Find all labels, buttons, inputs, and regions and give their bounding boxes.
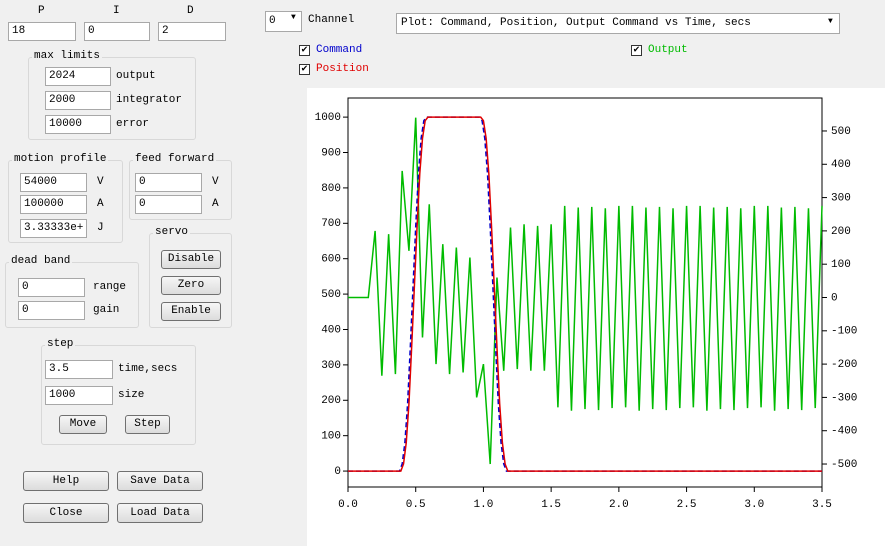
dropdown-arrow: ▼: [828, 17, 833, 26]
legend-checkbox[interactable]: ✔: [631, 45, 642, 56]
y-tick-label: 500: [321, 289, 341, 301]
y2-tick-label: 400: [831, 159, 851, 171]
button[interactable]: Enable: [161, 302, 221, 321]
y2-tick-label: 500: [831, 126, 851, 138]
field-label: J: [97, 222, 104, 234]
text-input[interactable]: 3.33333e+: [20, 219, 87, 238]
legend-label[interactable]: Position: [316, 63, 369, 75]
group-title: feed forward: [133, 153, 216, 165]
y-tick-label: 700: [321, 218, 341, 230]
group-title: motion profile: [12, 153, 108, 165]
y2-tick-label: 300: [831, 192, 851, 204]
x-tick-label: 2.0: [609, 499, 629, 511]
y2-tick-label: -300: [831, 392, 857, 404]
field-label: gain: [93, 304, 119, 316]
chart: 0.0 0.5 1.0 1.5 2.0 2.5 3.0 3.5 0 100 200 300 400 500…: [307, 88, 885, 546]
field-label: integrator: [116, 94, 182, 106]
field-label: error: [116, 118, 149, 130]
pid-label: D: [187, 5, 194, 17]
text-input[interactable]: 0: [18, 301, 85, 320]
plot-select[interactable]: Plot: Command, Position, Output Command …: [396, 13, 840, 34]
text-input[interactable]: 0: [135, 195, 202, 214]
button[interactable]: Load Data: [117, 503, 203, 523]
field-label: size: [118, 389, 144, 401]
pid-label: P: [38, 5, 45, 17]
text-input[interactable]: 10000: [45, 115, 111, 134]
x-tick-label: 2.5: [677, 499, 697, 511]
x-tick-label: 1.5: [541, 499, 561, 511]
button[interactable]: Disable: [161, 250, 221, 269]
button[interactable]: Close: [23, 503, 109, 523]
text-input[interactable]: 100000: [20, 195, 87, 214]
y2-tick-label: -500: [831, 459, 857, 471]
group-title: step: [45, 338, 75, 350]
y-tick-label: 1000: [315, 112, 341, 124]
x-tick-label: 3.0: [744, 499, 764, 511]
field-label: V: [97, 176, 104, 188]
text-input[interactable]: 3.5: [45, 360, 113, 379]
y-tick-label: 300: [321, 360, 341, 372]
group-title: max limits: [32, 50, 102, 62]
text-input[interactable]: 2000: [45, 91, 111, 110]
x-tick-label: 1.0: [474, 499, 494, 511]
y2-tick-label: -400: [831, 426, 857, 438]
text-input[interactable]: 54000: [20, 173, 87, 192]
pid-input[interactable]: 2: [158, 22, 226, 41]
pid-input[interactable]: 0: [84, 22, 150, 41]
channel-select[interactable]: 0: [265, 11, 302, 32]
text-input[interactable]: 2024: [45, 67, 111, 86]
y-tick-label: 200: [321, 395, 341, 407]
x-tick-label: 0.0: [338, 499, 358, 511]
group-title: servo: [153, 226, 190, 238]
legend-checkbox[interactable]: ✔: [299, 45, 310, 56]
y-tick-label: 600: [321, 254, 341, 266]
y-tick-label: 0: [334, 466, 341, 478]
text-input[interactable]: 0: [18, 278, 85, 297]
y2-tick-label: -100: [831, 326, 857, 338]
button[interactable]: Move: [59, 415, 107, 434]
x-tick-label: 3.5: [812, 499, 832, 511]
field-label: A: [212, 198, 219, 210]
group-title: dead band: [9, 255, 72, 267]
button[interactable]: Step: [125, 415, 170, 434]
channel-label: Channel: [308, 14, 354, 26]
field-label: time,secs: [118, 363, 177, 375]
field-label: A: [97, 198, 104, 210]
pid-label: I: [113, 5, 120, 17]
y2-tick-label: 100: [831, 259, 851, 271]
legend-checkbox[interactable]: ✔: [299, 64, 310, 75]
y-tick-label: 900: [321, 147, 341, 159]
text-input[interactable]: 1000: [45, 386, 113, 405]
pid-input[interactable]: 18: [8, 22, 76, 41]
y2-tick-label: 0: [831, 292, 838, 304]
y2-tick-label: 200: [831, 226, 851, 238]
legend-label[interactable]: Output: [648, 44, 688, 56]
button[interactable]: Save Data: [117, 471, 203, 491]
y-tick-label: 100: [321, 431, 341, 443]
field-label: V: [212, 176, 219, 188]
field-label: output: [116, 70, 156, 82]
x-tick-label: 0.5: [406, 499, 426, 511]
field-label: range: [93, 281, 126, 293]
y2-tick-label: -200: [831, 359, 857, 371]
button[interactable]: Help: [23, 471, 109, 491]
text-input[interactable]: 0: [135, 173, 202, 192]
y-tick-label: 800: [321, 183, 341, 195]
button[interactable]: Zero: [161, 276, 221, 295]
legend-label[interactable]: Command: [316, 44, 362, 56]
dropdown-arrow: ▼: [291, 13, 296, 22]
y-tick-label: 400: [321, 324, 341, 336]
